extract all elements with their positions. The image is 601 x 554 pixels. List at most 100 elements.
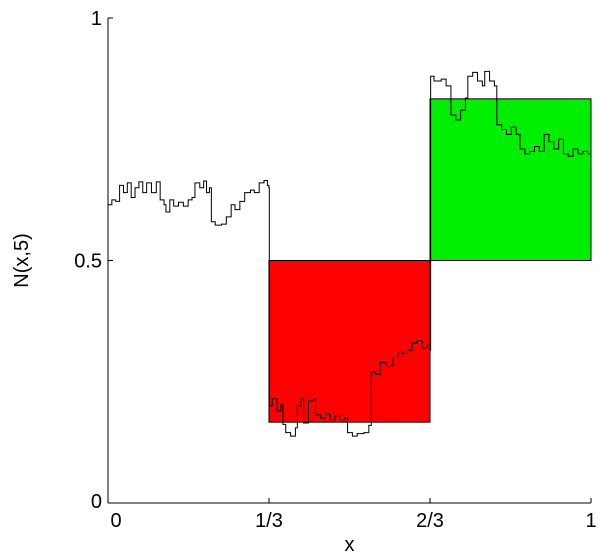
data-point [421, 347, 423, 349]
data-point [142, 192, 144, 194]
data-point [221, 223, 222, 225]
data-point [258, 182, 260, 184]
data-point [407, 349, 408, 351]
data-point [567, 155, 569, 157]
y-axis-label: N(x,5) [11, 233, 33, 287]
data-point [553, 148, 555, 150]
data-point [303, 422, 305, 424]
data-point [111, 199, 113, 201]
data-point [199, 187, 201, 189]
data-point [548, 141, 550, 143]
data-point [308, 400, 309, 402]
data-point [244, 192, 246, 194]
data-point [173, 205, 175, 207]
data-point [230, 204, 232, 206]
data-point [146, 182, 148, 184]
data-point [268, 405, 270, 407]
data-point [538, 150, 540, 152]
data-point [123, 192, 124, 194]
data-point [519, 148, 521, 150]
ticks: 0 1/3 2/3 1 0 0.5 1 [74, 8, 596, 532]
data-point [187, 199, 189, 201]
data-point [563, 153, 564, 155]
data-point [534, 146, 535, 147]
data-point [363, 432, 365, 434]
y-tick-label: 1 [91, 8, 102, 30]
data-point [194, 182, 196, 184]
data-point [430, 75, 432, 77]
data-point [280, 403, 282, 404]
data-point [295, 427, 296, 429]
data-point [159, 199, 161, 201]
data-point [290, 435, 291, 437]
data-point [577, 153, 579, 155]
data-point [334, 415, 336, 417]
data-point [178, 201, 179, 203]
data-point [312, 398, 314, 400]
data-point [239, 200, 241, 202]
data-point [440, 78, 442, 80]
data-point [296, 405, 298, 407]
data-point [433, 80, 435, 82]
data-point [429, 349, 431, 351]
data-point [344, 417, 346, 419]
data-point [320, 417, 321, 419]
data-point [370, 371, 372, 373]
shaded-rect-1 [268, 260, 431, 423]
x-tick-label: 0 [110, 510, 121, 532]
data-point [282, 424, 284, 425]
data-point [126, 182, 128, 184]
data-point [582, 150, 584, 152]
data-point [134, 187, 136, 189]
data-point [339, 419, 341, 420]
data-point [397, 351, 399, 353]
data-point [315, 414, 317, 416]
data-point [375, 374, 377, 375]
data-point [465, 97, 466, 99]
data-point [130, 197, 132, 198]
data-point [416, 340, 418, 341]
data-point [460, 109, 461, 111]
data-point [324, 413, 326, 415]
data-point [263, 180, 265, 181]
data-point [501, 129, 503, 130]
data-point [494, 85, 495, 87]
data-point [411, 342, 413, 344]
data-point [506, 134, 507, 135]
x-tick-label: 1 [585, 510, 596, 532]
data-point [455, 119, 457, 121]
data-point [450, 114, 452, 116]
data-point [329, 419, 331, 420]
data-point [484, 70, 486, 72]
data-point [351, 435, 353, 437]
y-tick-label: 0.5 [74, 251, 102, 273]
data-point [368, 425, 370, 426]
data-point [587, 153, 589, 155]
data-point [524, 153, 526, 155]
data-point [515, 134, 517, 135]
data-point [590, 153, 592, 155]
data-point [426, 344, 428, 346]
data-point [445, 85, 447, 87]
data-point [155, 181, 157, 183]
data-point [182, 205, 184, 207]
y-tick-label: 0 [91, 491, 102, 513]
data-point [379, 361, 381, 363]
x-tick-label: 1/3 [255, 510, 283, 532]
data-point [268, 187, 270, 189]
data-point [356, 433, 358, 435]
data-point [467, 75, 469, 77]
series-group [107, 70, 592, 437]
data-point [489, 80, 490, 82]
shaded-rect-2 [429, 98, 592, 261]
data-point [572, 148, 574, 150]
data-point [225, 216, 227, 218]
data-point [163, 204, 165, 206]
data-point [214, 224, 216, 226]
x-axis-label: x [345, 534, 355, 554]
data-point [210, 221, 212, 223]
data-point [510, 126, 512, 128]
data-point [347, 432, 348, 434]
data-point [138, 181, 140, 183]
